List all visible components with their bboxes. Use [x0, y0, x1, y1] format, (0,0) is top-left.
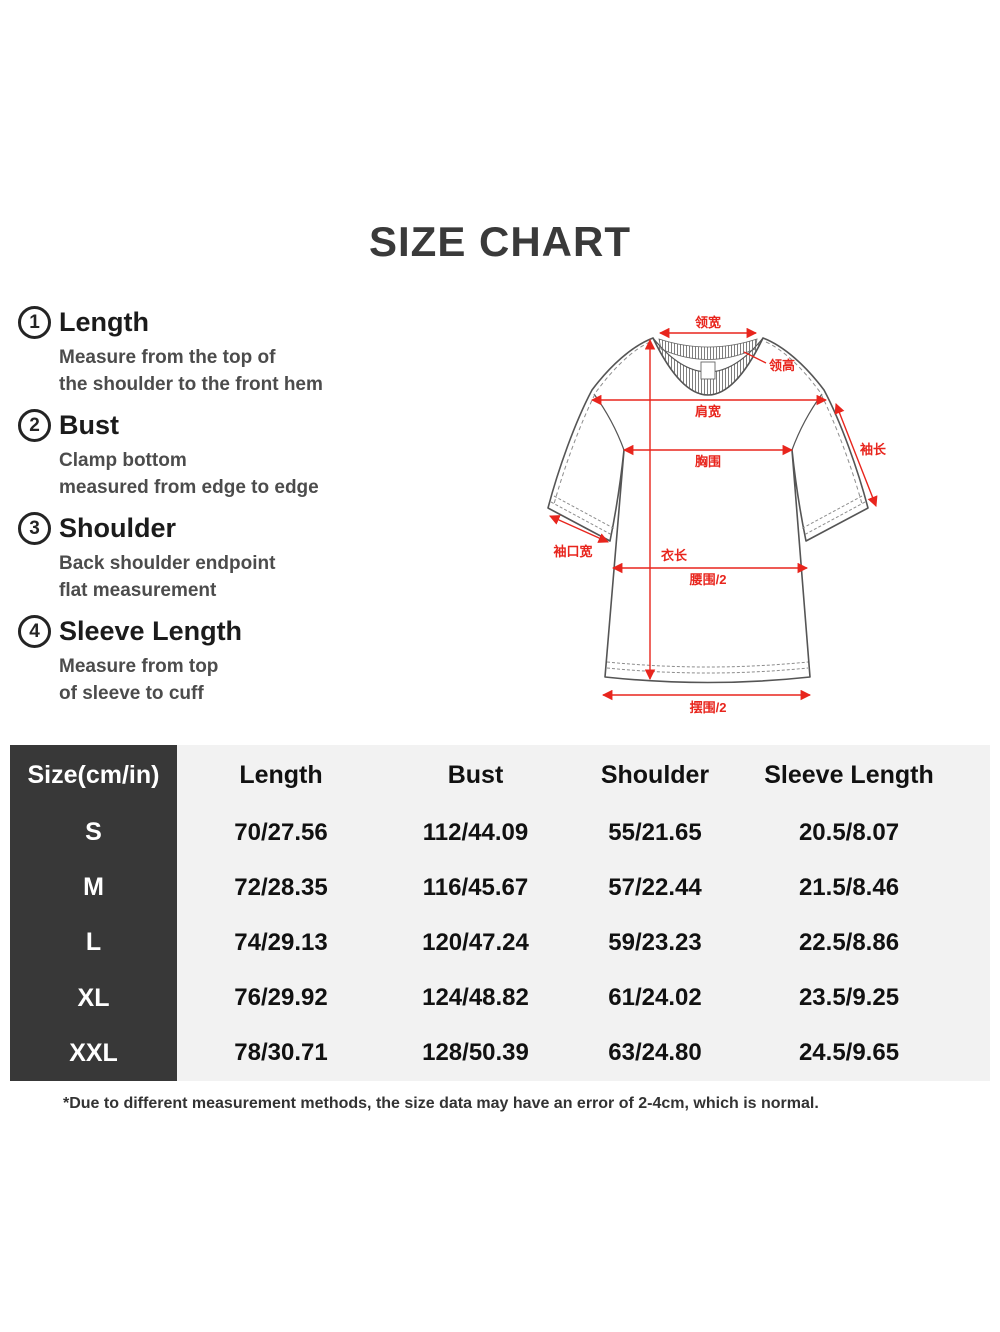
instruction-title: Sleeve Length	[59, 616, 243, 646]
size-cell: XL	[10, 970, 177, 1026]
instruction-description: Back shoulder endpoint flat measurement	[59, 550, 478, 604]
value-cell: 76/29.92	[177, 970, 385, 1026]
column-header-shoulder: Shoulder	[566, 745, 744, 805]
value-cell: 72/28.35	[177, 860, 385, 916]
value-cell: 74/29.13	[177, 915, 385, 971]
dimension-labels: 领宽 领高 肩宽 胸围 衣长 袖长 袖口宽 腰围/2 摆围/2	[553, 315, 887, 715]
instruction-shoulder: 3 Shoulder Back shoulder endpoint flat m…	[18, 512, 478, 604]
description-line: the shoulder to the front hem	[59, 374, 323, 395]
bust-label: 胸围	[695, 454, 721, 469]
circled-number-3: 3	[18, 512, 51, 545]
measurement-error-note: *Due to different measurement methods, t…	[63, 1095, 819, 1112]
value-cell: 120/47.24	[385, 915, 566, 971]
instruction-heading: 4 Sleeve Length	[18, 615, 478, 648]
tshirt-sketch	[547, 337, 869, 684]
value-cell: 20.5/8.07	[744, 805, 990, 861]
value-cell: 55/21.65	[566, 805, 744, 861]
tshirt-measurement-diagram: 领宽 领高 肩宽 胸围 衣长 袖长 袖口宽 腰围/2 摆围/2	[547, 315, 887, 715]
column-header-sleeve-length: Sleeve Length	[744, 745, 990, 805]
description-line: Clamp bottom	[59, 450, 187, 471]
circled-number-2: 2	[18, 409, 51, 442]
instruction-title: Bust	[59, 410, 119, 440]
value-cell: 124/48.82	[385, 970, 566, 1026]
circled-number-4: 4	[18, 615, 51, 648]
garment-length-label: 衣长	[661, 548, 688, 563]
hem-half-label: 摆围/2	[690, 700, 727, 715]
instruction-sleeve-length: 4 Sleeve Length Measure from top of slee…	[18, 615, 478, 707]
cuff-width-label: 袖口宽	[553, 544, 592, 559]
instruction-heading: 1 Length	[18, 306, 478, 339]
description-line: Measure from the top of	[59, 347, 276, 368]
column-header-length: Length	[177, 745, 385, 805]
instruction-heading: 3 Shoulder	[18, 512, 478, 545]
size-table: Size(cm/in) Length Bust Shoulder Sleeve …	[10, 745, 990, 1081]
shoulder-width-label: 肩宽	[695, 404, 721, 419]
instruction-length: 1 Length Measure from the top of the sho…	[18, 306, 478, 398]
collar-width-label: 领宽	[695, 315, 721, 330]
value-cell: 24.5/9.65	[744, 1025, 990, 1081]
value-cell: 128/50.39	[385, 1025, 566, 1081]
value-cell: 59/23.23	[566, 915, 744, 971]
dimension-annotations	[549, 327, 878, 701]
instruction-bust: 2 Bust Clamp bottom measured from edge t…	[18, 409, 478, 501]
description-line: measured from edge to edge	[59, 477, 319, 498]
size-cell: S	[10, 805, 177, 861]
value-cell: 78/30.71	[177, 1025, 385, 1081]
column-header-bust: Bust	[385, 745, 566, 805]
sleeve-length-label: 袖长	[860, 442, 887, 457]
instruction-heading: 2 Bust	[18, 409, 478, 442]
instruction-description: Measure from top of sleeve to cuff	[59, 653, 478, 707]
description-line: Back shoulder endpoint	[59, 553, 276, 574]
value-cell: 57/22.44	[566, 860, 744, 916]
value-cell: 63/24.80	[566, 1025, 744, 1081]
description-line: of sleeve to cuff	[59, 683, 204, 704]
instruction-description: Measure from the top of the shoulder to …	[59, 344, 478, 398]
value-cell: 112/44.09	[385, 805, 566, 861]
instruction-title: Shoulder	[59, 513, 177, 543]
description-line: Measure from top	[59, 656, 219, 677]
size-cell: L	[10, 915, 177, 971]
value-cell: 23.5/9.25	[744, 970, 990, 1026]
instruction-title: Length	[59, 307, 149, 337]
waist-half-label: 腰围/2	[689, 572, 727, 587]
value-cell: 70/27.56	[177, 805, 385, 861]
circled-number-1: 1	[18, 306, 51, 339]
value-cell: 61/24.02	[566, 970, 744, 1026]
size-column-header: Size(cm/in)	[10, 745, 177, 805]
collar-height-label: 领高	[769, 358, 795, 373]
size-cell: M	[10, 860, 177, 916]
measurement-instructions: 1 Length Measure from the top of the sho…	[18, 306, 478, 718]
size-cell: XXL	[10, 1025, 177, 1081]
value-cell: 116/45.67	[385, 860, 566, 916]
description-line: flat measurement	[59, 580, 217, 601]
page-title: SIZE CHART	[369, 218, 631, 265]
instruction-description: Clamp bottom measured from edge to edge	[59, 447, 478, 501]
value-cell: 22.5/8.86	[744, 915, 990, 971]
value-cell: 21.5/8.46	[744, 860, 990, 916]
